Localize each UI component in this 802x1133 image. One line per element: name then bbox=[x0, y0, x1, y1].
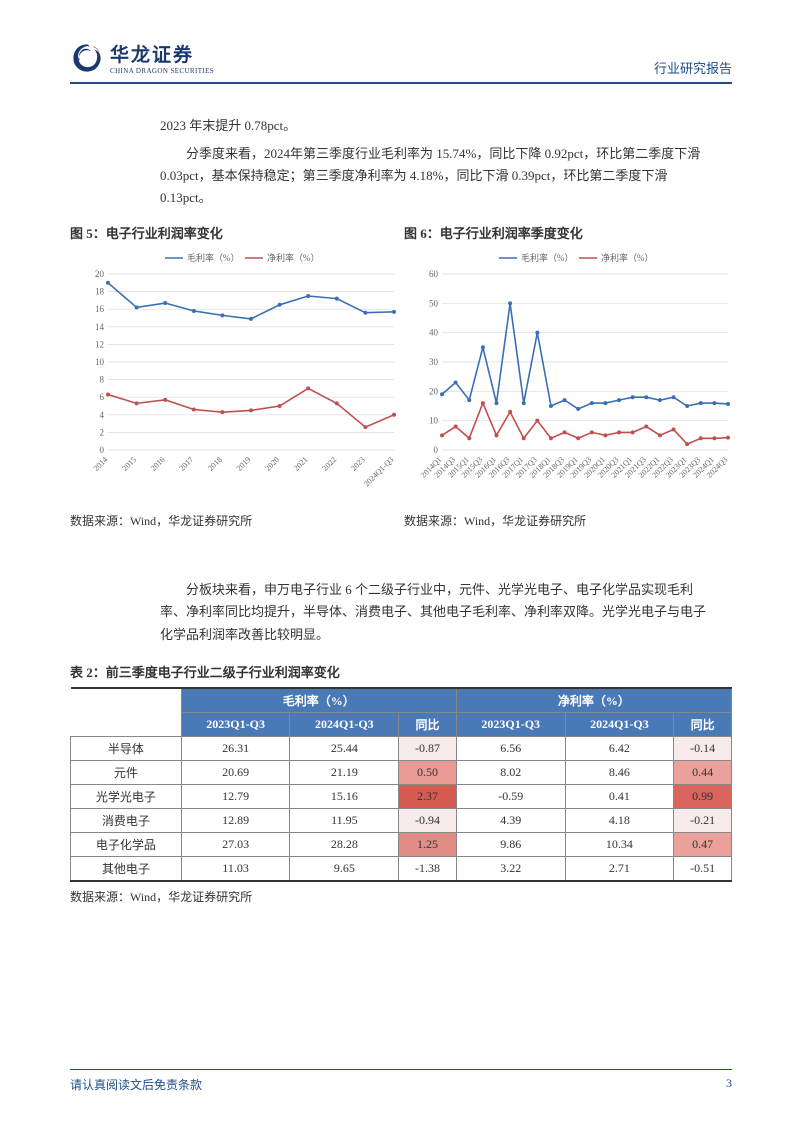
logo-text-sub: CHINA DRAGON SECURITIES bbox=[110, 67, 214, 75]
page-footer: 请认真阅读文后免责条款 3 bbox=[70, 1069, 732, 1093]
page-number: 3 bbox=[726, 1076, 732, 1093]
svg-text:2017: 2017 bbox=[178, 455, 196, 473]
chart-5-source: 数据来源：Wind，华龙证券研究所 bbox=[70, 512, 400, 529]
svg-text:2023: 2023 bbox=[349, 455, 367, 473]
svg-text:14: 14 bbox=[95, 322, 105, 332]
charts-row: 图 5：电子行业利润率变化 0 2 4 6 8 10 12 14 16 18 20 2014 2015 2… bbox=[70, 223, 732, 529]
svg-text:18: 18 bbox=[95, 287, 105, 297]
table-2: 毛利率（%）净利率（%）2023Q1-Q32024Q1-Q3同比2023Q1-Q… bbox=[70, 687, 732, 882]
svg-text:2024Q1-Q3: 2024Q1-Q3 bbox=[362, 455, 395, 488]
svg-text:6: 6 bbox=[100, 393, 105, 403]
chart-5-svg: 0 2 4 6 8 10 12 14 16 18 20 2014 2015 2016 2017 2018 201… bbox=[70, 246, 400, 506]
svg-text:0: 0 bbox=[434, 445, 439, 455]
svg-text:20: 20 bbox=[429, 387, 439, 397]
body-content: 2023 年末提升 0.78pct。 分季度来看，2024年第三季度行业毛利率为… bbox=[90, 115, 712, 905]
company-logo: 华龙证券 CHINA DRAGON SECURITIES bbox=[70, 40, 214, 75]
svg-text:2016: 2016 bbox=[149, 455, 167, 473]
svg-text:2022: 2022 bbox=[321, 455, 339, 473]
header-divider bbox=[70, 82, 732, 84]
logo-swirl-icon bbox=[70, 41, 104, 75]
svg-text:2018: 2018 bbox=[206, 455, 224, 473]
svg-text:10: 10 bbox=[429, 416, 439, 426]
svg-text:2014: 2014 bbox=[92, 455, 110, 473]
intro-line: 2023 年末提升 0.78pct。 bbox=[160, 115, 712, 137]
para-2: 分板块来看，申万电子行业 6 个二级子行业中，元件、光学光电子、电子化学品实现毛… bbox=[160, 579, 712, 645]
svg-text:8: 8 bbox=[100, 375, 105, 385]
svg-text:0: 0 bbox=[100, 445, 105, 455]
chart-6-svg: 01020304050602014Q12014Q32015Q12015Q3201… bbox=[404, 246, 734, 506]
logo-text-main: 华龙证券 bbox=[110, 40, 214, 67]
svg-text:毛利率（%）: 毛利率（%） bbox=[187, 252, 240, 263]
document-type: 行业研究报告 bbox=[654, 58, 732, 77]
svg-text:2021: 2021 bbox=[292, 455, 310, 473]
chart-6-col: 图 6：电子行业利润率季度变化 01020304050602014Q12014Q… bbox=[404, 223, 734, 529]
para-1: 分季度来看，2024年第三季度行业毛利率为 15.74%，同比下降 0.92pc… bbox=[160, 143, 712, 209]
svg-text:净利率（%）: 净利率（%） bbox=[267, 252, 320, 263]
svg-text:10: 10 bbox=[95, 357, 105, 367]
svg-text:30: 30 bbox=[429, 357, 439, 367]
footer-disclaimer: 请认真阅读文后免责条款 bbox=[70, 1076, 202, 1093]
svg-text:40: 40 bbox=[429, 328, 439, 338]
svg-text:2019: 2019 bbox=[235, 455, 253, 473]
svg-text:毛利率（%）: 毛利率（%） bbox=[521, 252, 574, 263]
svg-text:60: 60 bbox=[429, 269, 439, 279]
chart-6-source: 数据来源：Wind，华龙证券研究所 bbox=[404, 512, 734, 529]
svg-text:2: 2 bbox=[100, 428, 105, 438]
svg-text:2015: 2015 bbox=[120, 455, 138, 473]
chart-6-title: 图 6：电子行业利润率季度变化 bbox=[404, 223, 734, 242]
svg-text:16: 16 bbox=[95, 305, 105, 315]
svg-text:净利率（%）: 净利率（%） bbox=[601, 252, 654, 263]
svg-text:4: 4 bbox=[100, 410, 105, 420]
svg-text:2020: 2020 bbox=[263, 455, 281, 473]
table-2-source: 数据来源：Wind，华龙证券研究所 bbox=[70, 888, 712, 905]
svg-text:12: 12 bbox=[95, 340, 104, 350]
table-2-title: 表 2：前三季度电子行业二级子行业利润率变化 bbox=[70, 662, 712, 681]
chart-5-col: 图 5：电子行业利润率变化 0 2 4 6 8 10 12 14 16 18 20 2014 2015 2… bbox=[70, 223, 400, 529]
svg-text:50: 50 bbox=[429, 299, 439, 309]
svg-text:20: 20 bbox=[95, 269, 105, 279]
chart-5-title: 图 5：电子行业利润率变化 bbox=[70, 223, 400, 242]
